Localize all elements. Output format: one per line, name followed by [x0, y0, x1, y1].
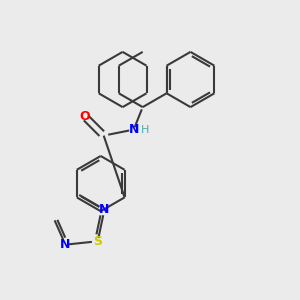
Text: O: O	[79, 110, 89, 123]
Text: S: S	[93, 235, 102, 248]
Text: H: H	[141, 124, 149, 135]
Text: N: N	[99, 203, 110, 216]
Text: N: N	[60, 238, 70, 251]
Text: N: N	[128, 123, 139, 136]
